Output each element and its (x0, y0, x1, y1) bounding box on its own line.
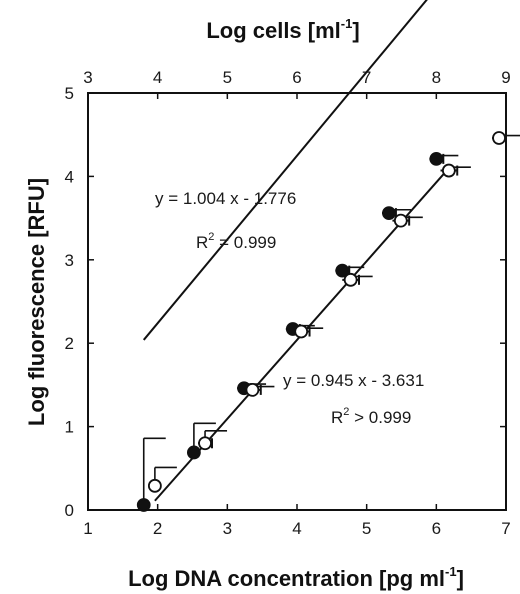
x-tick-label-1: 2 (153, 519, 162, 538)
point-filled-1 (186, 422, 216, 460)
marker-filled-1 (186, 445, 201, 460)
y-tick-label-0: 0 (65, 501, 74, 520)
point-open-7 (492, 131, 520, 145)
data-points (136, 131, 520, 512)
x-tick-label-2: 3 (223, 519, 232, 538)
x2-tick-label-6: 9 (501, 68, 510, 87)
y-tick-label-1: 1 (65, 418, 74, 437)
point-open-1 (198, 429, 228, 451)
fit-r2-2: R2 > 0.999 (331, 406, 411, 427)
point-open-0 (147, 466, 177, 493)
x2-tick-label-1: 4 (153, 68, 162, 87)
marker-open-5 (393, 213, 408, 228)
top-axis-title: Log cells [ml-1] (206, 16, 359, 43)
y-tick-label-2: 2 (65, 334, 74, 353)
point-open-5 (392, 213, 423, 228)
marker-open-7 (492, 131, 506, 145)
y-axis-title: Log fluorescence [RFU] (24, 178, 49, 426)
point-open-3 (292, 324, 324, 339)
y-tick-label-5: 5 (65, 84, 74, 103)
fit-r2-2-value: > 0.999 (349, 408, 411, 427)
point-filled-6 (429, 151, 459, 166)
top-axis-title-main: Log cells [ml (206, 18, 340, 43)
marker-open-2 (245, 383, 260, 397)
fit-r2-2-sup: 2 (343, 406, 349, 418)
marker-open-4 (343, 272, 358, 287)
bottom-axis-title-close: ] (457, 566, 464, 591)
fit-r2-1: R2 = 0.999 (196, 231, 276, 252)
point-filled-4 (335, 263, 365, 278)
x2-tick-label-4: 7 (362, 68, 371, 87)
x-tick-label-0: 1 (83, 519, 92, 538)
x-tick-label-3: 4 (292, 519, 301, 538)
fit-r2-1-prefix: R (196, 233, 208, 252)
point-filled-0 (136, 437, 166, 512)
x2-tick-label-3: 6 (292, 68, 301, 87)
marker-filled-4 (335, 263, 350, 278)
bottom-axis-title: Log DNA concentration [pg ml-1] (128, 564, 464, 591)
fit-line-filled (142, 0, 428, 341)
marker-filled-6 (429, 151, 444, 166)
marker-open-0 (147, 478, 162, 493)
x2-tick-label-5: 8 (432, 68, 441, 87)
y-tick-label-3: 3 (65, 251, 74, 270)
marker-filled-5 (382, 206, 396, 220)
marker-open-1 (198, 436, 212, 451)
fit-equation-1: y = 1.004 x - 1.776 (155, 189, 296, 208)
x-tick-label-4: 5 (362, 519, 371, 538)
marker-filled-0 (136, 498, 151, 512)
fit-equation-2: y = 0.945 x - 3.631 (283, 371, 424, 390)
x2-tick-label-0: 3 (83, 68, 92, 87)
marker-open-3 (294, 324, 309, 339)
marker-open-6 (441, 163, 456, 178)
point-open-4 (342, 272, 373, 287)
x-tick-label-6: 7 (501, 519, 510, 538)
point-open-6 (440, 163, 471, 178)
y-tick-label-4: 4 (65, 167, 74, 186)
top-axis-title-close: ] (352, 18, 359, 43)
point-filled-5 (381, 206, 411, 220)
point-open-2 (244, 383, 275, 397)
top-axis-title-sup: -1 (341, 16, 353, 31)
bottom-axis-title-main: Log DNA concentration [pg ml (128, 566, 445, 591)
fit-r2-1-sup: 2 (208, 231, 214, 243)
x-tick-label-5: 6 (432, 519, 441, 538)
fit-r2-1-value: = 0.999 (214, 233, 276, 252)
bottom-axis-title-sup: -1 (445, 564, 457, 579)
x2-tick-label-2: 5 (223, 68, 232, 87)
fit-r2-2-prefix: R (331, 408, 343, 427)
